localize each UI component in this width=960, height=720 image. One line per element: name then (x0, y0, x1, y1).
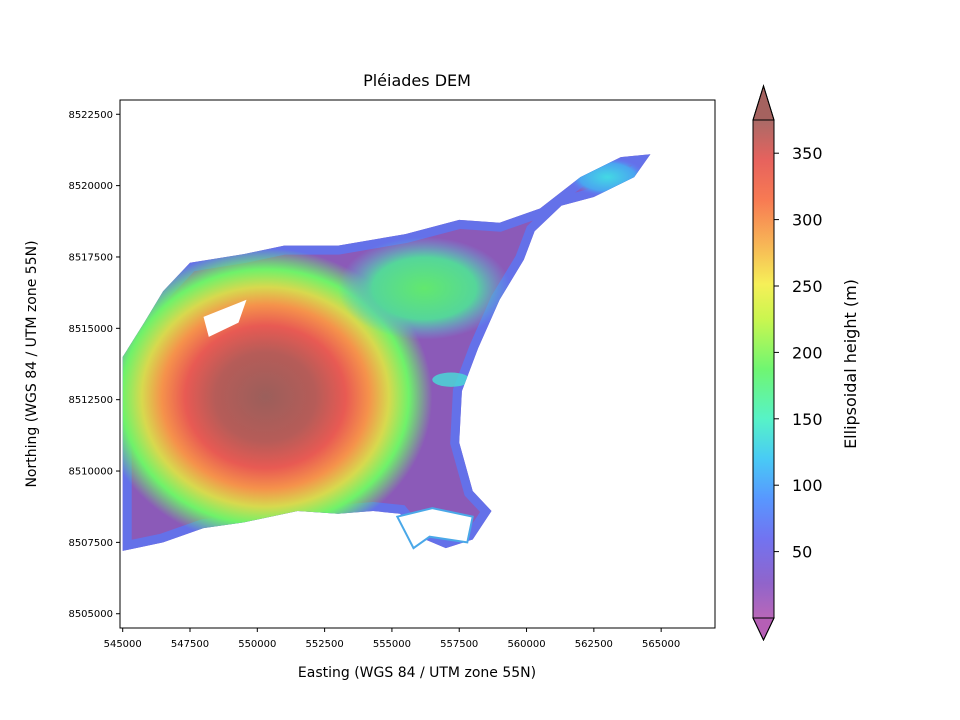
colorbar-extend-max (752, 84, 775, 121)
colorbar-ticks: 50 100 150 200 250 300 350 (774, 144, 823, 562)
coastal-slope-band (122, 154, 651, 551)
chart-title: Pléiades DEM (363, 71, 471, 90)
colorbar: 50 100 150 200 250 300 350 Ellipsoidal height … (752, 84, 860, 642)
south-lagoon-gap (395, 507, 474, 550)
x-tick-label: 555000 (373, 639, 411, 650)
y-tick-label: 8520000 (68, 181, 113, 192)
y-tick-label: 8512500 (68, 395, 113, 406)
dem-raster (122, 154, 651, 551)
y-axis: 8505000 8507500 8510000 8512500 8515000 85175… (68, 110, 120, 620)
colorbar-label: Ellipsoidal height (m) (841, 279, 860, 449)
colorbar-tick-label: 50 (792, 543, 812, 562)
x-axis: 545000 547500 550000 552500 555000 557500 5600… (104, 628, 680, 650)
y-axis-label: Northing (WGS 84 / UTM zone 55N) (24, 240, 40, 487)
x-tick-label: 545000 (104, 639, 142, 650)
x-tick-label: 565000 (642, 639, 680, 650)
central-ridge (432, 372, 470, 387)
colorbar-tick-label: 150 (792, 410, 823, 429)
y-tick-label: 8517500 (68, 252, 113, 263)
y-tick-label: 8505000 (68, 609, 113, 620)
colorbar-tick-label: 300 (792, 211, 823, 230)
y-tick-label: 8515000 (68, 324, 113, 335)
summit-region (122, 248, 433, 546)
colorbar-body (753, 120, 774, 618)
y-tick-label: 8507500 (68, 538, 113, 549)
x-axis-label: Easting (WGS 84 / UTM zone 55N) (298, 665, 536, 681)
x-tick-label: 547500 (171, 639, 209, 650)
x-tick-label: 550000 (238, 639, 276, 650)
x-tick-label: 557500 (440, 639, 478, 650)
northeast-plateau (338, 236, 511, 340)
northeast-spit (566, 157, 648, 198)
x-tick-label: 560000 (507, 639, 545, 650)
y-tick-label: 8522500 (68, 110, 113, 121)
y-tick-label: 8510000 (68, 467, 113, 478)
colorbar-outline (752, 84, 775, 642)
colorbar-extend-min (752, 617, 775, 642)
axes-frame (119, 99, 716, 629)
colorbar-tick-label: 250 (792, 277, 823, 296)
x-tick-label: 562500 (575, 639, 613, 650)
nodata-gap (203, 299, 247, 337)
x-tick-label: 552500 (306, 639, 344, 650)
colorbar-tick-label: 350 (792, 144, 823, 163)
colorbar-tick-label: 100 (792, 476, 823, 495)
colorbar-tick-label: 200 (792, 343, 823, 362)
